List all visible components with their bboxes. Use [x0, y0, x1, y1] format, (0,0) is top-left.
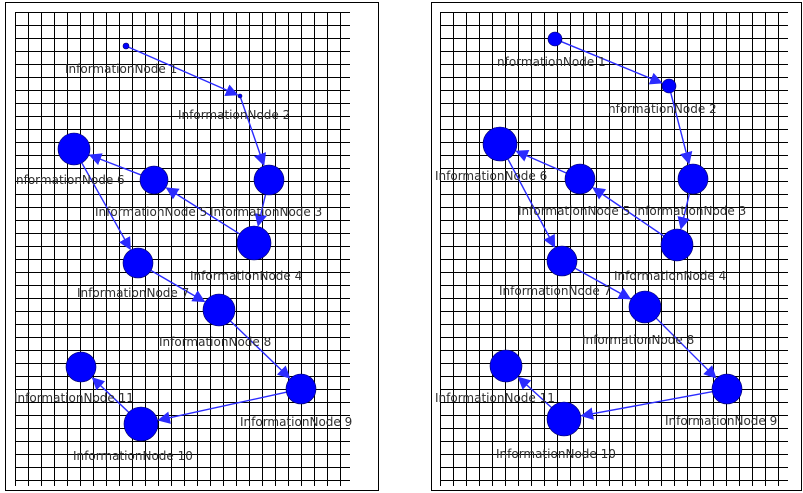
node-1[interactable] — [547, 31, 563, 47]
node-5[interactable] — [564, 163, 596, 195]
node-7[interactable] — [122, 247, 154, 279]
node-2[interactable] — [661, 78, 677, 94]
edge-9-to-10[interactable] — [157, 391, 287, 424]
edge-5-to-6[interactable] — [88, 153, 142, 176]
edge-2-to-3[interactable] — [239, 97, 267, 167]
node-label-5: InformationNode 5 — [95, 205, 207, 219]
edge-10-to-11[interactable] — [517, 376, 552, 409]
edge-5-to-6[interactable] — [515, 149, 567, 174]
node-4[interactable] — [236, 225, 272, 261]
node-label-9: InformationNode 9 — [240, 415, 352, 429]
node-label-11: InformationNode 11 — [435, 391, 555, 405]
grid-lines — [440, 12, 788, 486]
node-label-7: InformationNode 7 — [499, 284, 611, 298]
panel-border — [431, 2, 802, 491]
edge-8-to-9[interactable] — [655, 317, 717, 379]
edge-2-to-3[interactable] — [670, 92, 693, 165]
node-11[interactable] — [489, 349, 523, 383]
node-label-1: InformationNode 1 — [65, 62, 177, 76]
edge-3-to-4[interactable] — [254, 194, 267, 227]
node-7[interactable] — [546, 245, 578, 277]
node-8[interactable] — [202, 293, 236, 327]
node-label-11: InformationNode 11 — [14, 391, 134, 405]
edge-8-to-9[interactable] — [230, 320, 291, 379]
node-label-8: InformationNode 8 — [159, 335, 271, 349]
edge-3-to-4[interactable] — [677, 193, 691, 230]
node-3[interactable] — [253, 164, 285, 196]
node-9[interactable] — [711, 373, 743, 405]
node-11[interactable] — [65, 351, 97, 383]
node-label-1: nformationNode 1 — [497, 55, 606, 69]
node-label-4: InformationNode 4 — [190, 269, 302, 283]
node-6[interactable] — [482, 126, 518, 162]
node-6[interactable] — [57, 132, 91, 166]
node-1[interactable] — [122, 42, 130, 50]
graph-panel-left: InformationNode 1 InformationNode 2 Inform… — [5, 2, 379, 491]
node-label-3: InformationNode 3 — [634, 204, 746, 218]
node-label-2: InformationNode 2 — [178, 108, 290, 122]
node-9[interactable] — [285, 373, 317, 405]
node-2[interactable] — [237, 93, 243, 99]
node-8[interactable] — [628, 290, 662, 324]
node-4[interactable] — [660, 228, 694, 262]
node-10[interactable] — [123, 406, 159, 442]
node-3[interactable] — [677, 163, 709, 195]
edge-6-to-7[interactable] — [81, 162, 131, 251]
node-10[interactable] — [546, 401, 582, 437]
graph-panel-right: nformationNode 1 nformationNode 2 Informat… — [431, 2, 802, 491]
node-label-10: InformationNode 10 — [73, 449, 193, 463]
edge-9-to-10[interactable] — [580, 391, 713, 420]
node-label-6: InformationNode 6 — [435, 169, 547, 183]
node-label-8: InformationNode 8 — [582, 333, 694, 347]
panel-border — [5, 2, 379, 491]
edge-6-to-7[interactable] — [507, 158, 556, 248]
edge-7-to-8[interactable] — [150, 269, 206, 303]
edge-1-to-2[interactable] — [561, 41, 663, 85]
edge-10-to-11[interactable] — [91, 377, 130, 413]
graph-canvas-left[interactable]: InformationNode 1 InformationNode 2 Inform… — [5, 2, 379, 491]
node-label-9: InformationNode 9 — [665, 414, 777, 428]
node-label-3: InformationNode 3 — [210, 205, 322, 219]
node-label-10: InformationNode 10 — [496, 447, 616, 461]
node-label-2: nformationNode 2 — [608, 102, 717, 116]
edge-1-to-2[interactable] — [128, 46, 239, 97]
edge-7-to-8[interactable] — [574, 267, 632, 300]
node-label-4: InformationNode 4 — [614, 269, 726, 283]
node-5[interactable] — [139, 165, 169, 195]
edge-4-to-5[interactable] — [592, 187, 665, 237]
node-label-5: InformationNode 5 — [518, 204, 630, 218]
node-label-7: InformationNode 7 — [77, 286, 189, 300]
node-label-6: nformationNode 6 — [16, 173, 125, 187]
graph-canvas-right[interactable]: nformationNode 1 nformationNode 2 Informat… — [431, 2, 802, 491]
edge-4-to-5[interactable] — [165, 187, 240, 235]
grid-lines — [15, 12, 350, 486]
